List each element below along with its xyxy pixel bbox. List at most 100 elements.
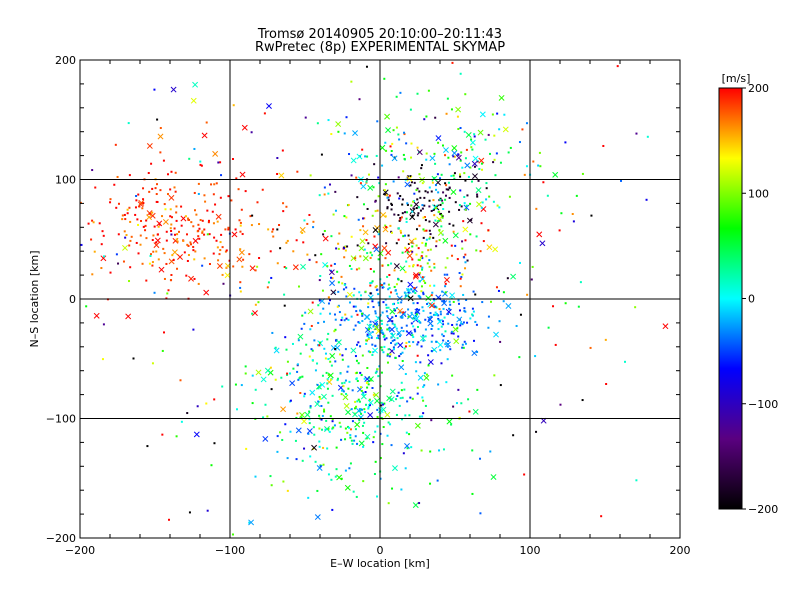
data-point — [340, 438, 343, 441]
data-point — [381, 311, 384, 314]
data-point — [285, 205, 288, 208]
data-point — [442, 339, 445, 342]
data-point — [269, 250, 272, 253]
data-point — [254, 303, 257, 306]
data-point — [394, 356, 397, 359]
data-point-x — [435, 135, 442, 142]
data-point — [411, 210, 414, 213]
data-point — [321, 428, 324, 431]
data-point — [438, 239, 441, 242]
data-point — [360, 389, 363, 392]
data-point — [103, 255, 106, 258]
data-point — [416, 392, 419, 395]
data-point — [434, 116, 437, 119]
data-point — [272, 228, 275, 231]
data-point — [456, 258, 459, 261]
data-point — [410, 311, 413, 314]
data-point-x — [273, 347, 280, 354]
data-point — [384, 215, 387, 218]
data-point — [453, 177, 456, 180]
data-point — [239, 281, 242, 284]
data-point — [183, 251, 186, 254]
data-point — [492, 200, 495, 203]
data-point — [465, 148, 468, 151]
data-point — [471, 148, 474, 151]
data-point — [130, 235, 133, 238]
data-point — [445, 381, 448, 384]
data-point — [402, 452, 405, 455]
data-point — [129, 220, 132, 223]
data-point — [117, 262, 120, 265]
data-point — [350, 439, 353, 442]
data-point-x — [239, 171, 246, 178]
data-point — [149, 212, 152, 215]
data-point — [421, 207, 424, 210]
data-point — [221, 273, 224, 276]
data-point — [314, 254, 317, 257]
data-point-x — [462, 226, 469, 233]
data-point — [417, 294, 420, 297]
data-point-x — [446, 418, 453, 425]
data-point — [145, 219, 148, 222]
data-point-x — [451, 150, 458, 157]
data-point — [417, 341, 420, 344]
grid-lines — [80, 60, 680, 538]
data-point — [144, 229, 147, 232]
data-point — [384, 141, 387, 144]
data-point — [330, 264, 333, 267]
data-point — [239, 224, 242, 227]
data-point — [552, 305, 555, 308]
data-point-x — [398, 364, 405, 371]
data-point — [186, 412, 189, 415]
data-point — [100, 267, 103, 270]
data-point — [256, 201, 259, 204]
data-point — [232, 265, 235, 268]
data-point — [437, 383, 440, 386]
data-point — [457, 299, 460, 302]
data-point — [285, 241, 288, 244]
data-point — [355, 405, 358, 408]
data-point — [306, 253, 309, 256]
data-point — [299, 376, 302, 379]
data-point — [421, 241, 424, 244]
data-point — [390, 444, 393, 447]
data-point-x — [396, 329, 403, 336]
data-point-x — [324, 426, 330, 432]
data-point — [187, 217, 190, 220]
data-point — [436, 313, 439, 316]
data-point — [283, 266, 286, 269]
data-point — [338, 232, 341, 235]
data-point — [227, 228, 230, 231]
data-point — [405, 341, 408, 344]
data-point — [351, 389, 354, 392]
data-point-x — [408, 238, 415, 245]
data-point — [590, 214, 593, 217]
data-point — [390, 332, 393, 335]
data-point — [476, 388, 479, 391]
data-point — [155, 193, 158, 196]
data-point — [448, 222, 451, 225]
data-point-x — [469, 139, 476, 146]
data-point — [161, 433, 164, 436]
data-point-x — [464, 162, 471, 169]
data-point — [380, 404, 383, 407]
data-point — [355, 495, 358, 498]
data-point — [475, 235, 478, 238]
data-point — [464, 179, 467, 182]
data-point — [357, 341, 360, 344]
data-point-x — [346, 291, 353, 298]
data-point — [420, 285, 423, 288]
data-point — [179, 379, 182, 382]
data-point — [177, 230, 180, 233]
data-point — [425, 255, 428, 258]
data-point-x — [255, 369, 262, 376]
data-point — [475, 323, 478, 326]
data-point — [437, 141, 440, 144]
data-point — [391, 339, 394, 342]
data-point-x — [342, 394, 349, 401]
data-point — [370, 336, 373, 339]
data-point — [426, 191, 429, 194]
data-point — [377, 293, 380, 296]
data-point — [371, 254, 374, 257]
